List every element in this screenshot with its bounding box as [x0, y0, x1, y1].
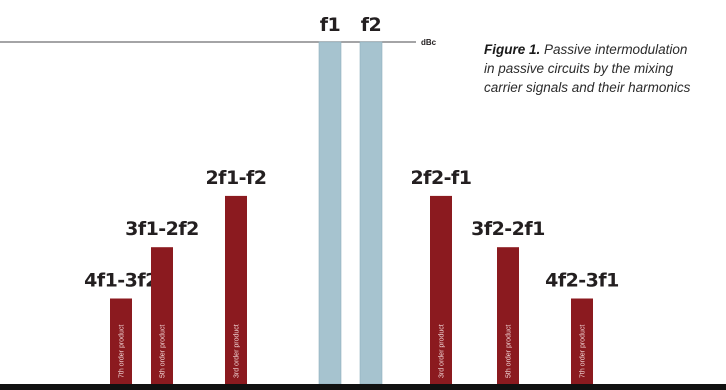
- imd-label-3f2-2f1: 3f2-2f1: [471, 218, 545, 240]
- imd-bar-3f1-2f2: [151, 247, 173, 384]
- imd-bar-3f2-2f1: [497, 247, 519, 384]
- intermodulation-products: 4f1-3f2 7th order product 3f1-2f2 5th order…: [84, 167, 619, 384]
- imd-bar-2f2-f1: [430, 195, 452, 384]
- imd-order-label-2f1-f2: 3rd order product: [234, 324, 241, 378]
- imd-label-4f1-3f2: 4f1-3f2: [84, 270, 158, 292]
- imd-label-4f2-3f1: 4f2-3f1: [545, 270, 619, 292]
- imd-order-label-4f2-3f1: 7th order product: [580, 325, 587, 378]
- imd-bar-2f1-f2: [225, 195, 247, 384]
- carrier-label-f1: f1: [320, 14, 341, 36]
- carrier-bar-f2: [359, 41, 383, 385]
- imd-order-label-3f1-2f2: 5th order product: [160, 325, 167, 378]
- caption-line-1: Figure 1. Passive intermodulation: [484, 40, 726, 59]
- caption-line-2: in passive circuits by the mixing: [484, 61, 674, 76]
- carrier-bar-f1: [318, 41, 342, 385]
- imd-label-3f1-2f2: 3f1-2f2: [125, 218, 199, 240]
- caption-line-3: carrier signals and their harmonics: [484, 80, 691, 95]
- carriers: f1 f2: [318, 14, 383, 385]
- imd-order-label-4f1-3f2: 7th order product: [119, 325, 126, 378]
- dbc-label: dBc: [421, 38, 437, 47]
- frequency-axis-baseline: [0, 384, 726, 390]
- imd-bar-4f2-3f1: [571, 298, 593, 384]
- imd-bar-4f1-3f2: [110, 298, 132, 384]
- imd-order-label-3f2-2f1: 5th order product: [506, 325, 513, 378]
- imd-label-2f1-f2: 2f1-f2: [205, 167, 266, 189]
- caption-text-1: Passive intermodulation: [544, 42, 688, 57]
- imd-label-2f2-f1: 2f2-f1: [410, 167, 471, 189]
- caption-title: Figure 1.: [484, 42, 541, 57]
- figure-caption: Figure 1. Passive intermodulation in pas…: [484, 40, 726, 97]
- carrier-label-f2: f2: [361, 14, 382, 36]
- imd-order-label-2f2-f1: 3rd order product: [439, 324, 446, 378]
